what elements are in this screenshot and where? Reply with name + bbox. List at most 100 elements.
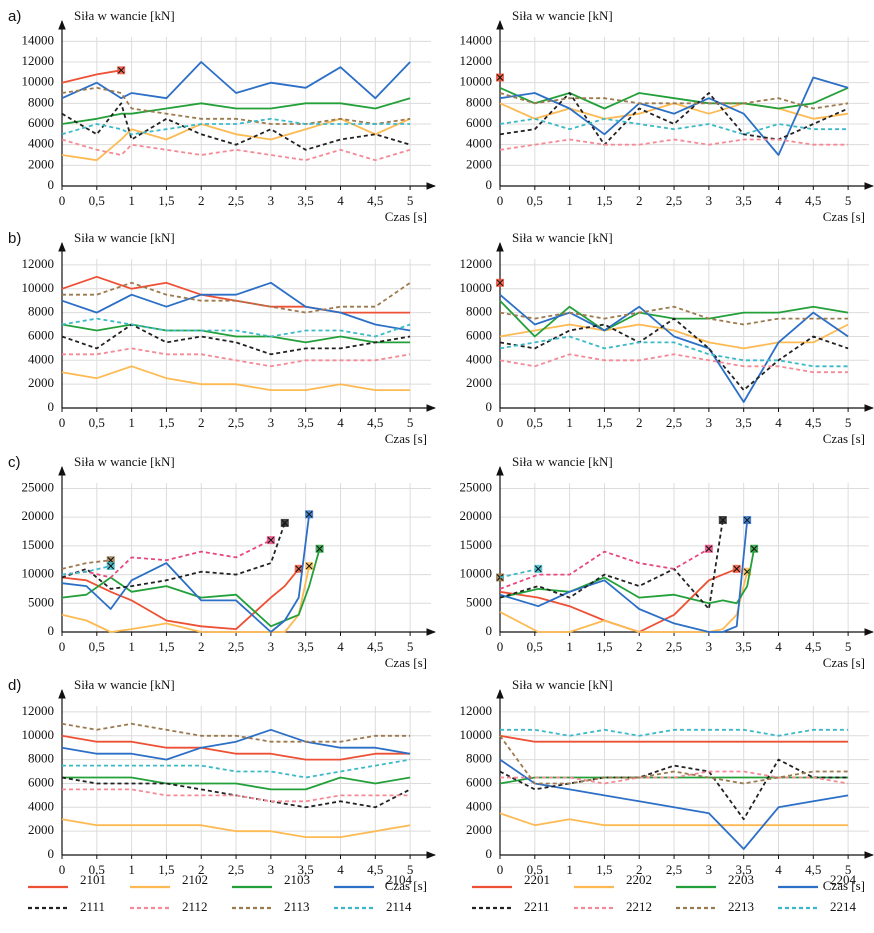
end-marker (266, 536, 275, 545)
series-line (61, 138, 411, 162)
end-marker (117, 66, 126, 75)
x-tick-label: 5 (845, 862, 852, 877)
y-tick-label: 0 (48, 623, 55, 638)
end-marker-cross (496, 74, 504, 81)
series-line (61, 728, 411, 761)
x-tick-label: 0,5 (89, 639, 105, 654)
x-tick-label: 5 (845, 193, 852, 208)
y-tick-label: 4000 (466, 351, 492, 366)
x-tick-label: 1 (128, 862, 135, 877)
y-tick-label: 20000 (460, 508, 493, 523)
line-chart: Siła w wancie [kN] 0 2000 4000 6000 8000 10000… (460, 8, 874, 224)
end-marker-cross (305, 562, 313, 570)
line-chart: Siła w wancie [kN] 0 2000 4000 6000 8000 10000… (460, 230, 874, 446)
series-line (62, 347, 411, 368)
y-tick-label: 8000 (466, 94, 492, 109)
y-tick-label: 6000 (466, 774, 492, 789)
y-tick-label: 0 (486, 399, 493, 414)
y-axis-label: Siła w wancie [kN] (512, 454, 613, 469)
x-tick-label: 4 (337, 193, 344, 208)
x-tick-label: 3 (706, 193, 713, 208)
x-tick-label: 3 (706, 639, 713, 654)
x-tick-label: 5 (407, 639, 414, 654)
y-tick-label: 14000 (460, 32, 493, 47)
y-tick-label: 8000 (466, 304, 492, 319)
series-line (499, 92, 849, 110)
x-tick-label: 5 (407, 193, 414, 208)
y-tick-label: 2000 (466, 156, 492, 171)
series-line (499, 568, 539, 579)
y-tick-label: 10000 (22, 280, 55, 295)
series-line (499, 323, 849, 350)
line-chart: a) Siła w wancie [kN]02000400060008000100… (8, 8, 436, 224)
series-line (499, 812, 849, 827)
series-line (499, 353, 849, 374)
x-tick-label: 2,5 (228, 639, 244, 654)
x-tick-label: 1,5 (596, 193, 612, 208)
x-tick-label: 0 (59, 862, 66, 877)
x-tick-label: 3 (268, 415, 275, 430)
x-tick-label: 4,5 (805, 415, 821, 430)
x-tick-label: 3,5 (298, 862, 314, 877)
end-marker (305, 561, 314, 570)
x-axis-label: Czas [s] (823, 431, 865, 446)
panel-label: a) (8, 8, 21, 25)
x-tick-label: 0,5 (89, 193, 105, 208)
series-line (61, 117, 411, 162)
x-axis-label: Czas [s] (385, 655, 427, 670)
y-tick-label: 8000 (466, 751, 492, 766)
legend-label: 2101 (80, 872, 106, 887)
x-axis-label: Czas [s] (385, 431, 427, 446)
series-line (61, 522, 286, 590)
x-tick-label: 4,5 (367, 862, 383, 877)
y-tick-label: 0 (486, 846, 493, 861)
series-line (62, 776, 411, 791)
series-line (499, 294, 849, 403)
y-tick-label: 5000 (466, 594, 492, 609)
x-tick-label: 4,5 (805, 639, 821, 654)
end-marker (315, 544, 324, 553)
line-chart: Siła w wancie [kN]0500010000150002000025… (460, 454, 874, 670)
x-tick-label: 1 (566, 639, 573, 654)
series-line (62, 758, 411, 779)
y-axis-label: Siła w wancie [kN] (512, 230, 613, 245)
y-tick-label: 8000 (28, 751, 54, 766)
series-line (499, 548, 755, 605)
y-tick-label: 4000 (28, 136, 54, 151)
y-tick-label: 0 (486, 177, 493, 192)
legend-label: 2112 (182, 899, 208, 914)
line-chart: c) Siła w wancie [kN] 0 5000 10000 15000 20000… (8, 454, 436, 670)
end-marker (718, 516, 727, 525)
legend-label: 2201 (524, 872, 550, 887)
panel-label: c) (8, 454, 21, 471)
x-tick-label: 4 (775, 193, 782, 208)
series-line (61, 323, 411, 344)
x-tick-label: 2 (636, 639, 643, 654)
y-tick-label: 4000 (466, 136, 492, 151)
x-tick-label: 1 (566, 193, 573, 208)
x-tick-label: 0,5 (527, 862, 543, 877)
series-line (499, 138, 849, 151)
x-tick-label: 4 (775, 415, 782, 430)
x-tick-label: 4,5 (367, 639, 383, 654)
x-tick-label: 5 (407, 862, 414, 877)
x-tick-label: 0 (497, 639, 504, 654)
x-tick-label: 0 (497, 415, 504, 430)
y-tick-label: 10000 (460, 280, 493, 295)
x-tick-label: 1,5 (158, 862, 174, 877)
series-line (61, 86, 411, 125)
end-marker-cross (316, 545, 323, 553)
series-line (61, 565, 111, 576)
series-line (499, 520, 749, 633)
series-line (61, 514, 311, 633)
x-tick-label: 4 (775, 862, 782, 877)
end-marker (305, 510, 314, 519)
x-tick-label: 3 (268, 862, 275, 877)
x-tick-label: 2 (198, 639, 205, 654)
x-tick-label: 2 (636, 862, 643, 877)
y-tick-label: 2000 (28, 156, 54, 171)
line-chart: b) Siła w wancie [kN]02000400060008000100… (8, 230, 436, 446)
y-tick-label: 0 (486, 623, 493, 638)
series-line (61, 365, 411, 391)
